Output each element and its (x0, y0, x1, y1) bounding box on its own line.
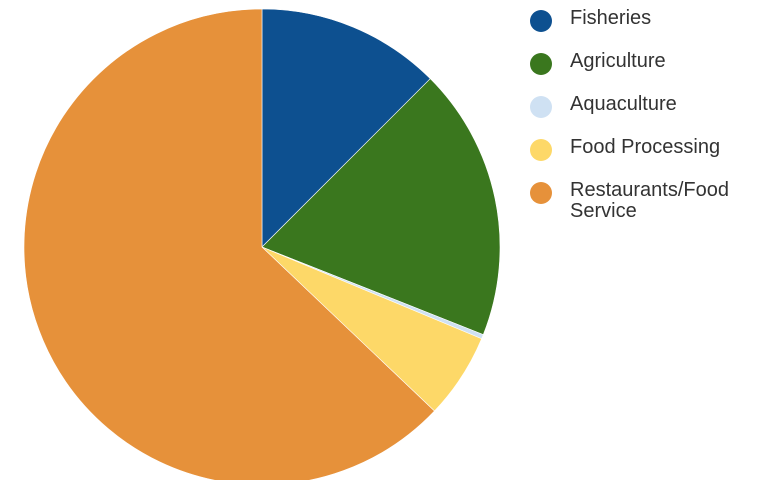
legend-swatch-restaurants-food-service (530, 182, 552, 204)
pie-slice-agriculture[interactable] (261, 78, 501, 335)
pie-slice-restaurants-food-service[interactable] (23, 8, 435, 480)
legend-item-agriculture[interactable]: Agriculture (530, 51, 765, 75)
legend-label-restaurants-food-service: Restaurants/Food Service (570, 179, 729, 222)
legend-label-agriculture: Agriculture (570, 50, 666, 72)
legend-label-fisheries: Fisheries (570, 7, 652, 29)
legend-label-food-processing: Food Processing (570, 136, 721, 158)
legend-swatch-aquaculture (530, 96, 552, 118)
legend-swatch-agriculture (530, 53, 552, 75)
legend-swatch-fisheries (530, 10, 552, 32)
legend-swatch-food-processing (530, 139, 552, 161)
legend-item-fisheries[interactable]: Fisheries (530, 8, 765, 32)
legend: Fisheries Agriculture Aquaculture Food P… (530, 8, 765, 241)
legend-item-aquaculture[interactable]: Aquaculture (530, 94, 765, 118)
legend-label-aquaculture: Aquaculture (570, 93, 677, 115)
legend-item-restaurants-food-service[interactable]: Restaurants/Food Service (530, 180, 765, 222)
legend-item-food-processing[interactable]: Food Processing (530, 137, 765, 161)
pie-slice-fisheries[interactable] (261, 8, 431, 248)
